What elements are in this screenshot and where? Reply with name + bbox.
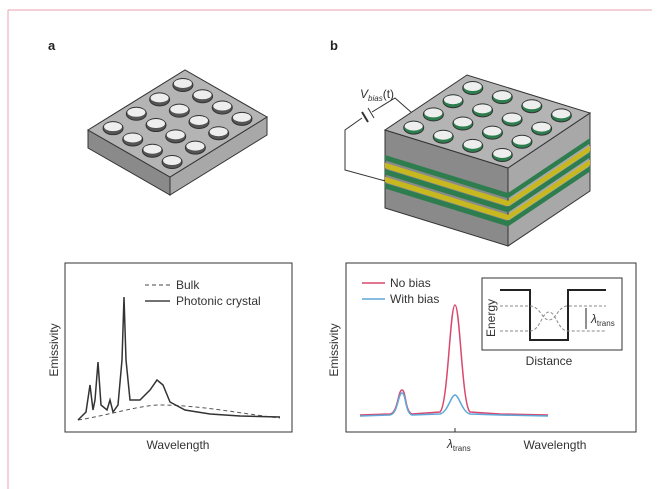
hole-wall: [151, 93, 169, 102]
panel-label: a: [48, 38, 56, 53]
inset-x-label: Distance: [526, 354, 573, 368]
legend-label: Bulk: [176, 278, 200, 292]
y-axis-label: Emissivity: [327, 323, 341, 376]
hole-wall: [163, 156, 181, 165]
hole-wall: [405, 122, 423, 131]
subscript: trans: [597, 319, 615, 328]
hole-wall: [533, 123, 551, 132]
hole-wall: [170, 105, 188, 114]
suffix: (t): [383, 87, 394, 101]
battery: [368, 108, 374, 118]
hole-wall: [233, 113, 251, 122]
hole-wall: [552, 109, 570, 118]
legend-label: No bias: [390, 276, 431, 290]
slab-a: [88, 70, 267, 195]
y-axis-label: Emissivity: [47, 323, 61, 376]
hole-wall: [194, 90, 212, 99]
legend-label: With bias: [390, 292, 439, 306]
hole-wall: [464, 140, 482, 149]
legend-label: Photonic crystal: [176, 294, 261, 308]
hole-wall: [147, 119, 165, 128]
hole-wall: [210, 127, 228, 136]
hole-wall: [186, 142, 204, 151]
hole-wall: [503, 113, 521, 122]
hole-wall: [143, 145, 161, 154]
hole-wall: [454, 118, 472, 127]
hole-wall: [104, 122, 122, 131]
hole-wall: [513, 136, 531, 145]
hole-wall: [124, 133, 142, 142]
x-axis-label: Wavelength: [524, 438, 587, 452]
slab-b: [385, 75, 590, 246]
panel-label: b: [330, 38, 338, 53]
hole-wall: [493, 91, 511, 100]
figure: a Bulk Photonic crystal Emissivity Wavel…: [0, 0, 660, 489]
subscript: bias: [368, 94, 383, 103]
hole-wall: [464, 82, 482, 91]
hole-wall: [444, 95, 462, 104]
inset-y-label: Energy: [484, 299, 498, 337]
photonic-curve: [78, 297, 280, 420]
x-tick-label: λtrans: [446, 437, 471, 453]
hole-wall: [127, 108, 145, 117]
hole-wall: [190, 116, 208, 125]
hole-wall: [434, 131, 452, 140]
hole-wall: [174, 79, 192, 88]
hole-wall: [493, 149, 511, 158]
hole-wall: [167, 130, 185, 139]
hole-wall: [483, 127, 501, 136]
voltage-label: Vbias(t): [360, 87, 394, 103]
subscript: trans: [453, 444, 471, 453]
hole-wall: [474, 104, 492, 113]
with-bias-curve: [360, 393, 548, 416]
hole-wall: [424, 108, 442, 117]
hole-wall: [213, 102, 231, 111]
hole-wall: [523, 100, 541, 109]
x-axis-label: Wavelength: [147, 438, 210, 452]
battery: [362, 112, 368, 122]
